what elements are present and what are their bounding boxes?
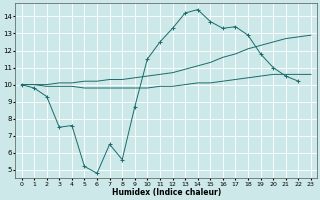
X-axis label: Humidex (Indice chaleur): Humidex (Indice chaleur) bbox=[112, 188, 221, 197]
